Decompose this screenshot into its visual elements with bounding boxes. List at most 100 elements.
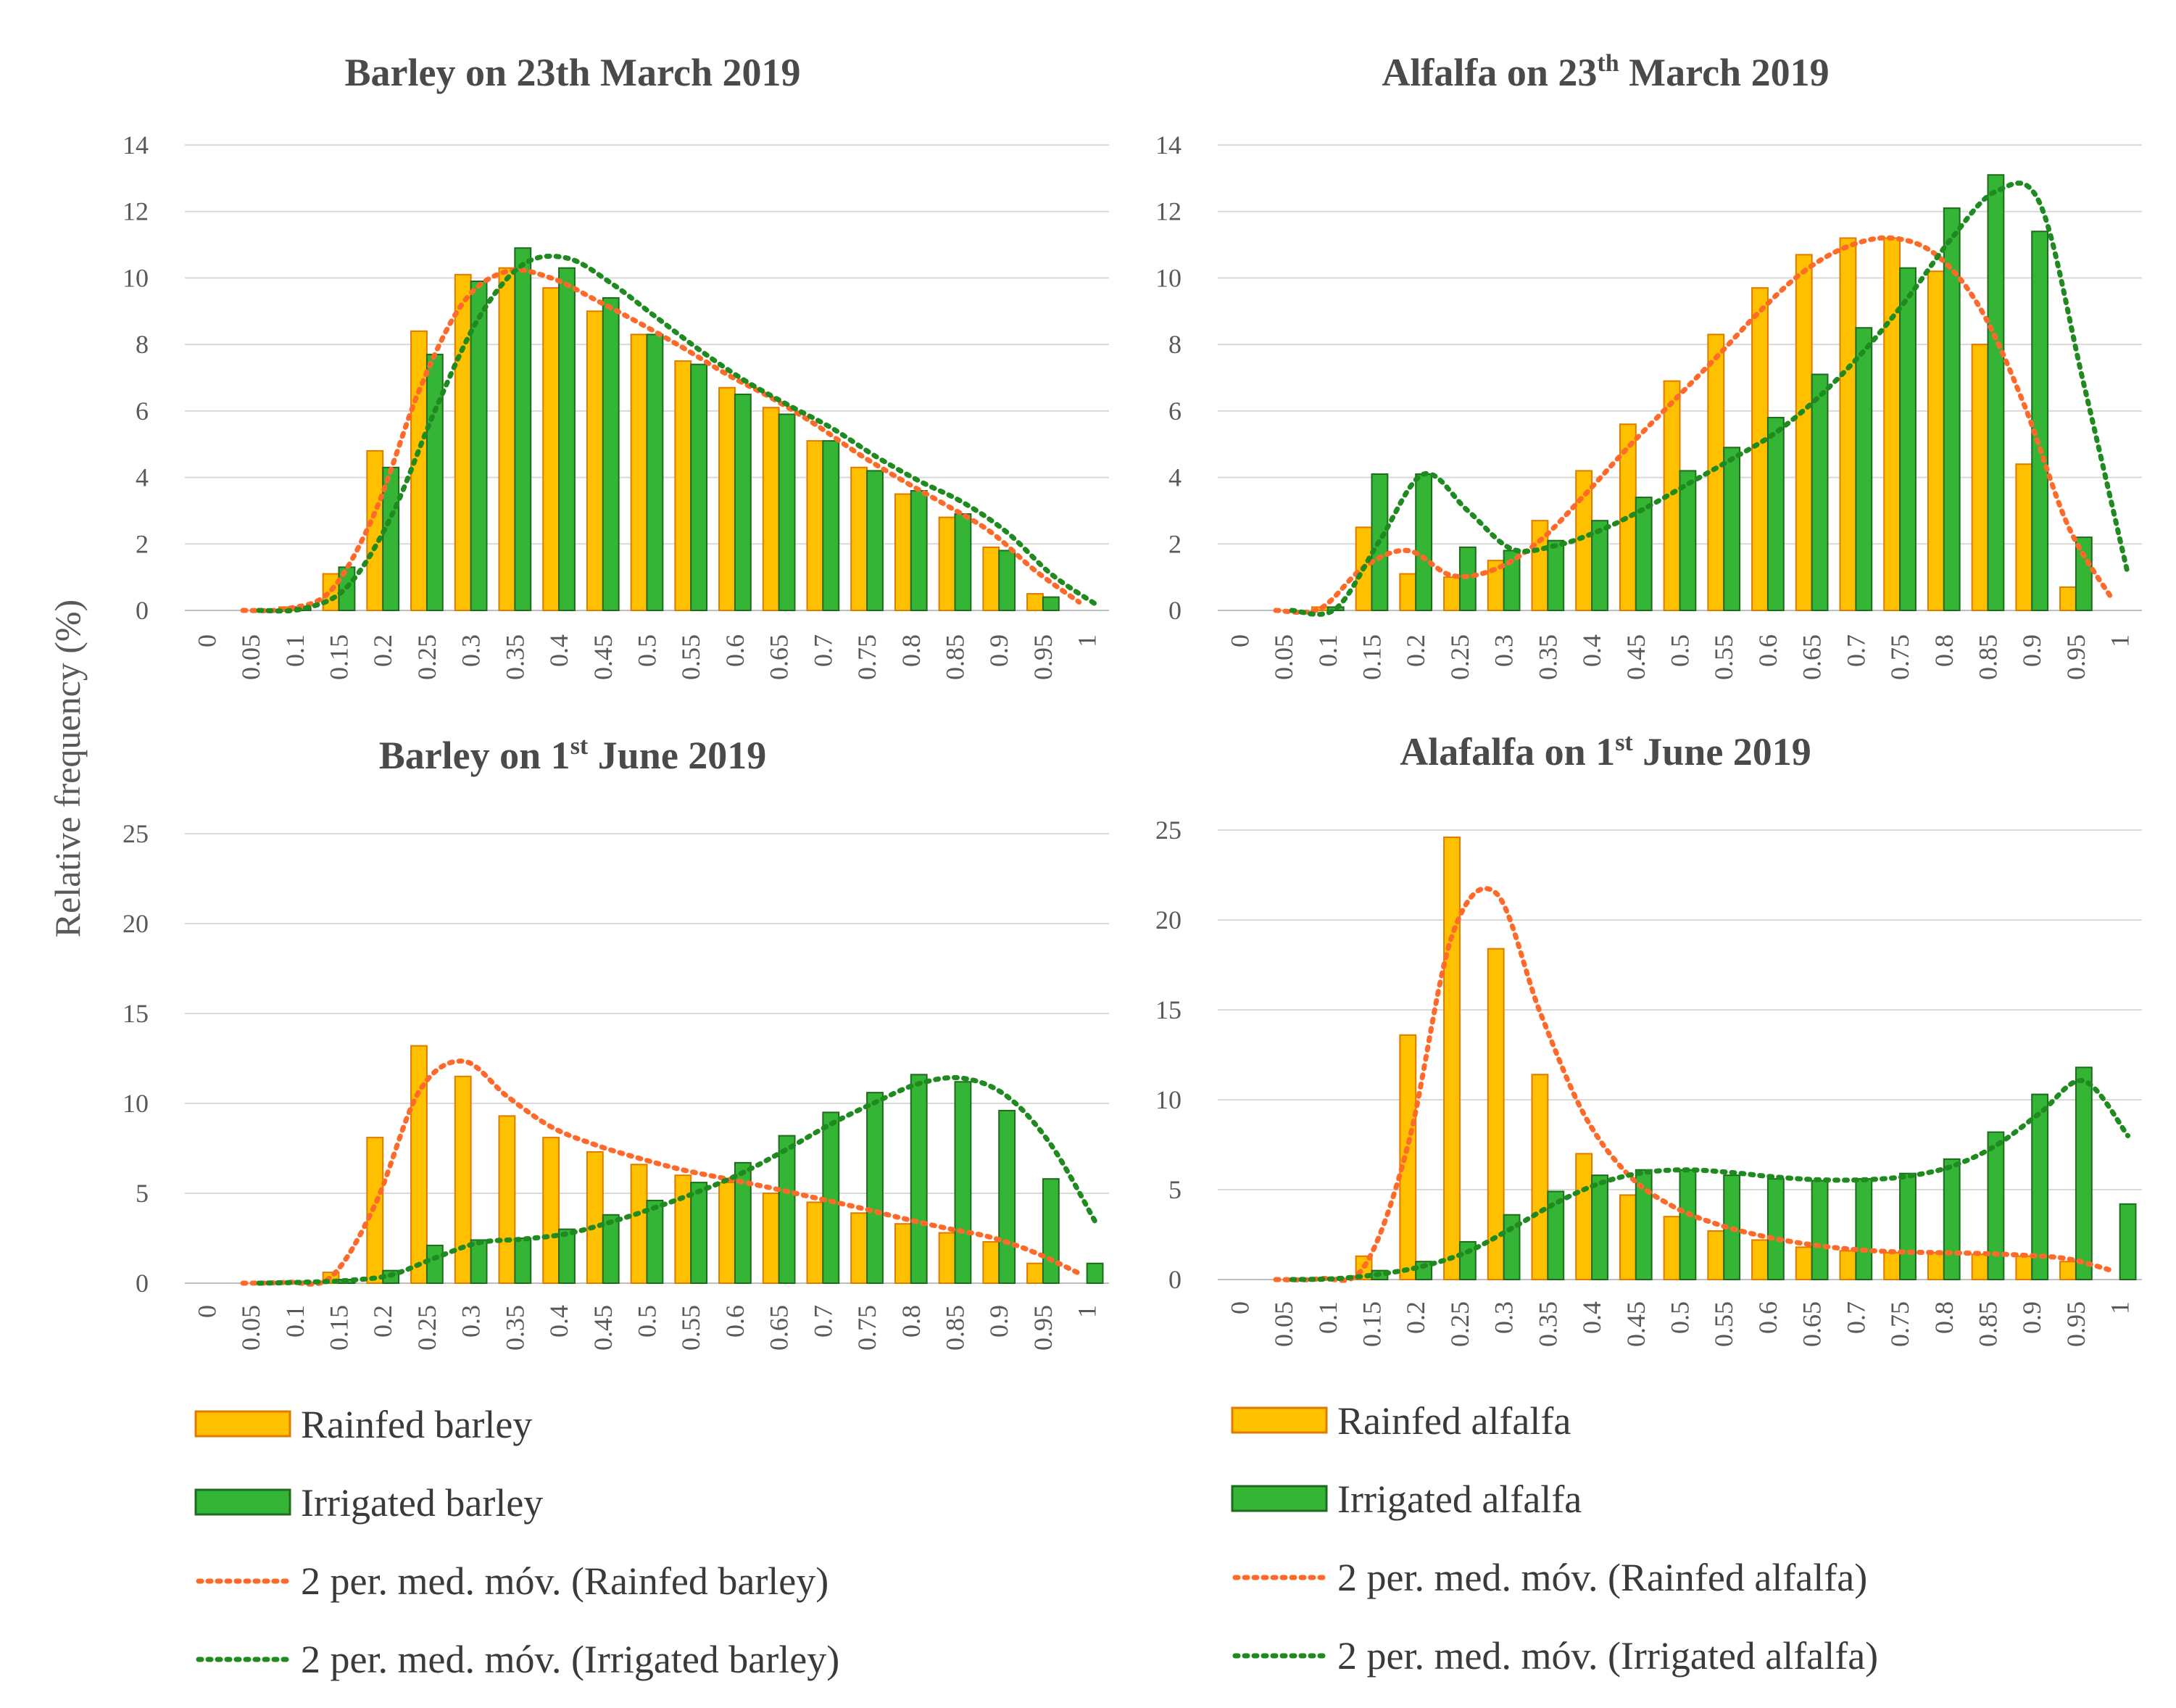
bar-irrigated-0.75: [1899, 267, 1917, 611]
trendline-rainfed: [240, 267, 1082, 613]
bar-rainfed-0.4: [542, 287, 560, 611]
bar-rainfed-0.7: [1839, 237, 1857, 611]
chart-title: Alafalfa on 1st June 2019: [1400, 729, 1811, 774]
x-tick-label: 0.35: [1533, 1301, 1562, 1347]
legend-swatch-rainfed: [194, 1410, 291, 1438]
bar-irrigated-0.9: [2031, 231, 2049, 611]
x-tick-label: 0.85: [941, 634, 970, 680]
legend-1: Rainfed barley Irrigated barley 2 per. med…: [194, 1403, 839, 1681]
bar-rainfed-0.8: [894, 493, 912, 611]
bar-irrigated-0.9: [998, 550, 1016, 612]
bar-irrigated-0.3: [470, 1239, 488, 1284]
chart-title-sup: st: [570, 733, 589, 760]
x-tick-label: 1: [1073, 634, 1102, 647]
bar-rainfed-0.7: [1839, 1250, 1857, 1280]
x-tick-label: 0.5: [633, 634, 662, 667]
x-tick-label: 0.45: [589, 1305, 618, 1351]
bar-rainfed-0.75: [850, 1212, 868, 1285]
series-rainfed-bars: [1311, 237, 2077, 612]
bar-rainfed-0.3: [454, 273, 472, 611]
x-tick-label: 0.7: [808, 634, 837, 667]
chart-panel-4: Alafalfa on 1st June 2019 0 5 10 15 20 25 0 0.05…: [1155, 729, 2142, 1347]
series-irrigated-bars: [1326, 1066, 2137, 1281]
bar-rainfed-0.9: [2015, 463, 2033, 611]
bar-rainfed-0.6: [718, 1182, 736, 1284]
x-tick-label: 0.05: [236, 1305, 265, 1351]
bar-rainfed-0.85: [938, 516, 956, 611]
chart-title-rest: March 2019: [1619, 51, 1830, 94]
x-tick-label: 0: [1225, 1301, 1254, 1314]
bar-irrigated-0.55: [690, 363, 708, 611]
series-rainfed-bars: [278, 267, 1044, 612]
bar-rainfed-0.95: [1026, 593, 1044, 611]
y-tick-label: 2: [136, 529, 149, 558]
chart-title-rest: June 2019: [588, 734, 766, 777]
y-tick-label: 2: [1168, 529, 1182, 558]
bar-irrigated-0.85: [1987, 174, 2005, 611]
bar-irrigated-0.35: [514, 1238, 532, 1284]
bar-irrigated-0.3: [470, 281, 488, 611]
y-tick-label: 4: [136, 463, 149, 492]
chart-title-main: Alafalfa on 1: [1400, 730, 1615, 774]
x-tick-label: 0.35: [500, 634, 529, 680]
bar-rainfed-0.95: [2059, 1261, 2077, 1280]
series-irrigated-bars: [294, 247, 1060, 612]
x-tick-label: 0.05: [1269, 634, 1298, 680]
x-tick-label: 0: [192, 634, 221, 647]
trendline-rainfed: [1273, 886, 2115, 1283]
bar-rainfed-0.55: [674, 360, 692, 611]
bar-irrigated-0.25: [1458, 1240, 1477, 1281]
y-tick-label: 15: [122, 999, 149, 1028]
bar-irrigated-0.4: [558, 267, 576, 611]
x-tick-label: 0.1: [1313, 634, 1342, 667]
x-tick-label: 0.95: [2061, 1301, 2090, 1347]
x-tick-label: 0.6: [721, 634, 749, 667]
bar-irrigated-0.7: [822, 440, 840, 612]
trendline-irrigated: [1289, 1078, 2131, 1282]
y-tick-label: 4: [1168, 463, 1182, 492]
bar-irrigated-0.5: [646, 333, 664, 611]
x-tick-label: 0.9: [2017, 634, 2046, 667]
bar-irrigated-0.4: [1591, 1174, 1608, 1281]
legends: Rainfed barley Irrigated barley 2 per. med…: [194, 1399, 1878, 1681]
trendline-irrigated: [256, 253, 1098, 614]
x-tick-label: 0.3: [457, 1305, 486, 1338]
bar-irrigated-0.4: [1591, 520, 1608, 612]
y-tick-label: 14: [122, 130, 149, 159]
x-tick-label: 0: [1225, 634, 1254, 647]
x-tick-label: 0.85: [941, 1305, 970, 1351]
y-tick-label: 12: [1155, 197, 1182, 226]
bar-irrigated-0.2: [1415, 473, 1433, 611]
x-tick-label: 0.4: [544, 634, 573, 667]
x-tick-label: 0.7: [1841, 1301, 1870, 1334]
series-irrigated-bars: [294, 1074, 1104, 1285]
x-tick-label: 0.9: [2017, 1301, 2046, 1334]
bar-irrigated-0.3: [1503, 550, 1521, 612]
bar-rainfed-0.25: [410, 1045, 428, 1284]
bar-irrigated-0.85: [1987, 1131, 2005, 1281]
x-tick-label: 0.85: [1974, 1301, 2003, 1347]
bar-rainfed-0.6: [1751, 287, 1769, 611]
x-tick-label: 0.65: [765, 1305, 794, 1351]
y-tick-label: 0: [136, 1269, 149, 1298]
x-tick-label: 0.95: [1029, 1305, 1058, 1351]
legend-label-rainfed: Rainfed barley: [301, 1403, 532, 1446]
x-tick-label: 0.8: [897, 634, 926, 667]
legend-label-irrigated: Irrigated alfalfa: [1337, 1477, 1582, 1521]
bar-irrigated-0.45: [602, 297, 620, 611]
bar-irrigated-0.35: [514, 247, 532, 611]
bar-rainfed-0.85: [938, 1232, 956, 1285]
bar-rainfed-0.2: [1399, 573, 1417, 611]
bar-rainfed-0.3: [454, 1075, 472, 1285]
bar-irrigated-0.6: [734, 393, 752, 612]
bar-irrigated-0.6: [734, 1161, 752, 1284]
y-tick-label: 8: [136, 330, 149, 359]
trendline-irrigated: [256, 1074, 1098, 1286]
y-tick-label: 10: [122, 1089, 149, 1118]
x-tick-label: 0.4: [1577, 1301, 1606, 1334]
bar-rainfed-0.9: [2015, 1255, 2033, 1281]
x-tick-label: 1: [2106, 1301, 2135, 1314]
y-tick-label: 20: [1155, 905, 1182, 934]
y-tick-label: 20: [122, 909, 149, 938]
bar-rainfed-0.45: [586, 1151, 604, 1284]
